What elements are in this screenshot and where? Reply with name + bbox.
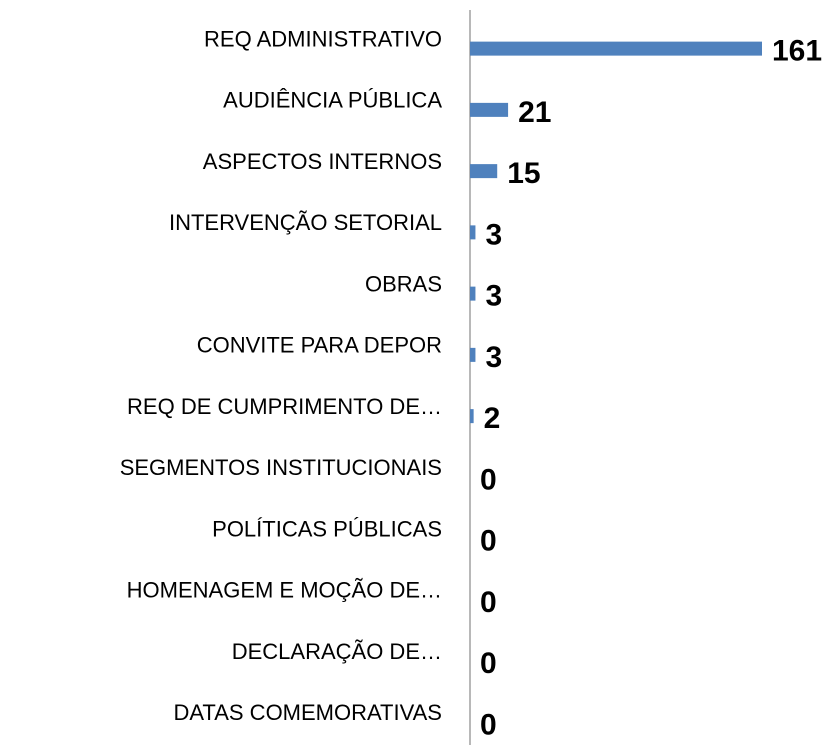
category-label: ASPECTOS INTERNOS xyxy=(203,149,442,174)
bar xyxy=(470,347,476,362)
value-label: 3 xyxy=(485,341,502,374)
bar xyxy=(470,102,509,117)
bar xyxy=(470,164,498,179)
bar xyxy=(470,41,762,56)
value-label: 3 xyxy=(485,218,502,251)
category-label: AUDIÊNCIA PÚBLICA xyxy=(223,88,442,113)
category-label: SEGMENTOS INSTITUCIONAIS xyxy=(120,455,442,480)
bar xyxy=(470,225,476,240)
category-label: REQ ADMINISTRATIVO xyxy=(204,26,442,51)
value-label: 0 xyxy=(480,647,497,680)
value-label: 3 xyxy=(485,280,502,313)
value-label: 0 xyxy=(480,586,497,619)
value-label: 0 xyxy=(480,525,497,558)
category-label: DATAS COMEMORATIVAS xyxy=(173,700,442,725)
value-label: 21 xyxy=(518,96,551,129)
category-label: REQ DE CUMPRIMENTO DE… xyxy=(127,394,442,419)
bar xyxy=(470,286,476,301)
category-label: DECLARAÇÃO DE… xyxy=(232,639,442,664)
category-label: OBRAS xyxy=(365,271,442,296)
category-label: CONVITE PARA DEPOR xyxy=(197,333,442,358)
value-label: 15 xyxy=(507,157,540,190)
value-label: 161 xyxy=(772,35,822,68)
category-label: INTERVENÇÃO SETORIAL xyxy=(169,210,442,235)
category-label: POLÍTICAS PÚBLICAS xyxy=(212,516,442,541)
value-label: 0 xyxy=(480,463,497,496)
bar xyxy=(470,409,474,424)
category-label: HOMENAGEM E MOÇÃO DE… xyxy=(127,578,442,603)
value-label: 2 xyxy=(484,402,501,435)
value-label: 0 xyxy=(480,708,497,741)
